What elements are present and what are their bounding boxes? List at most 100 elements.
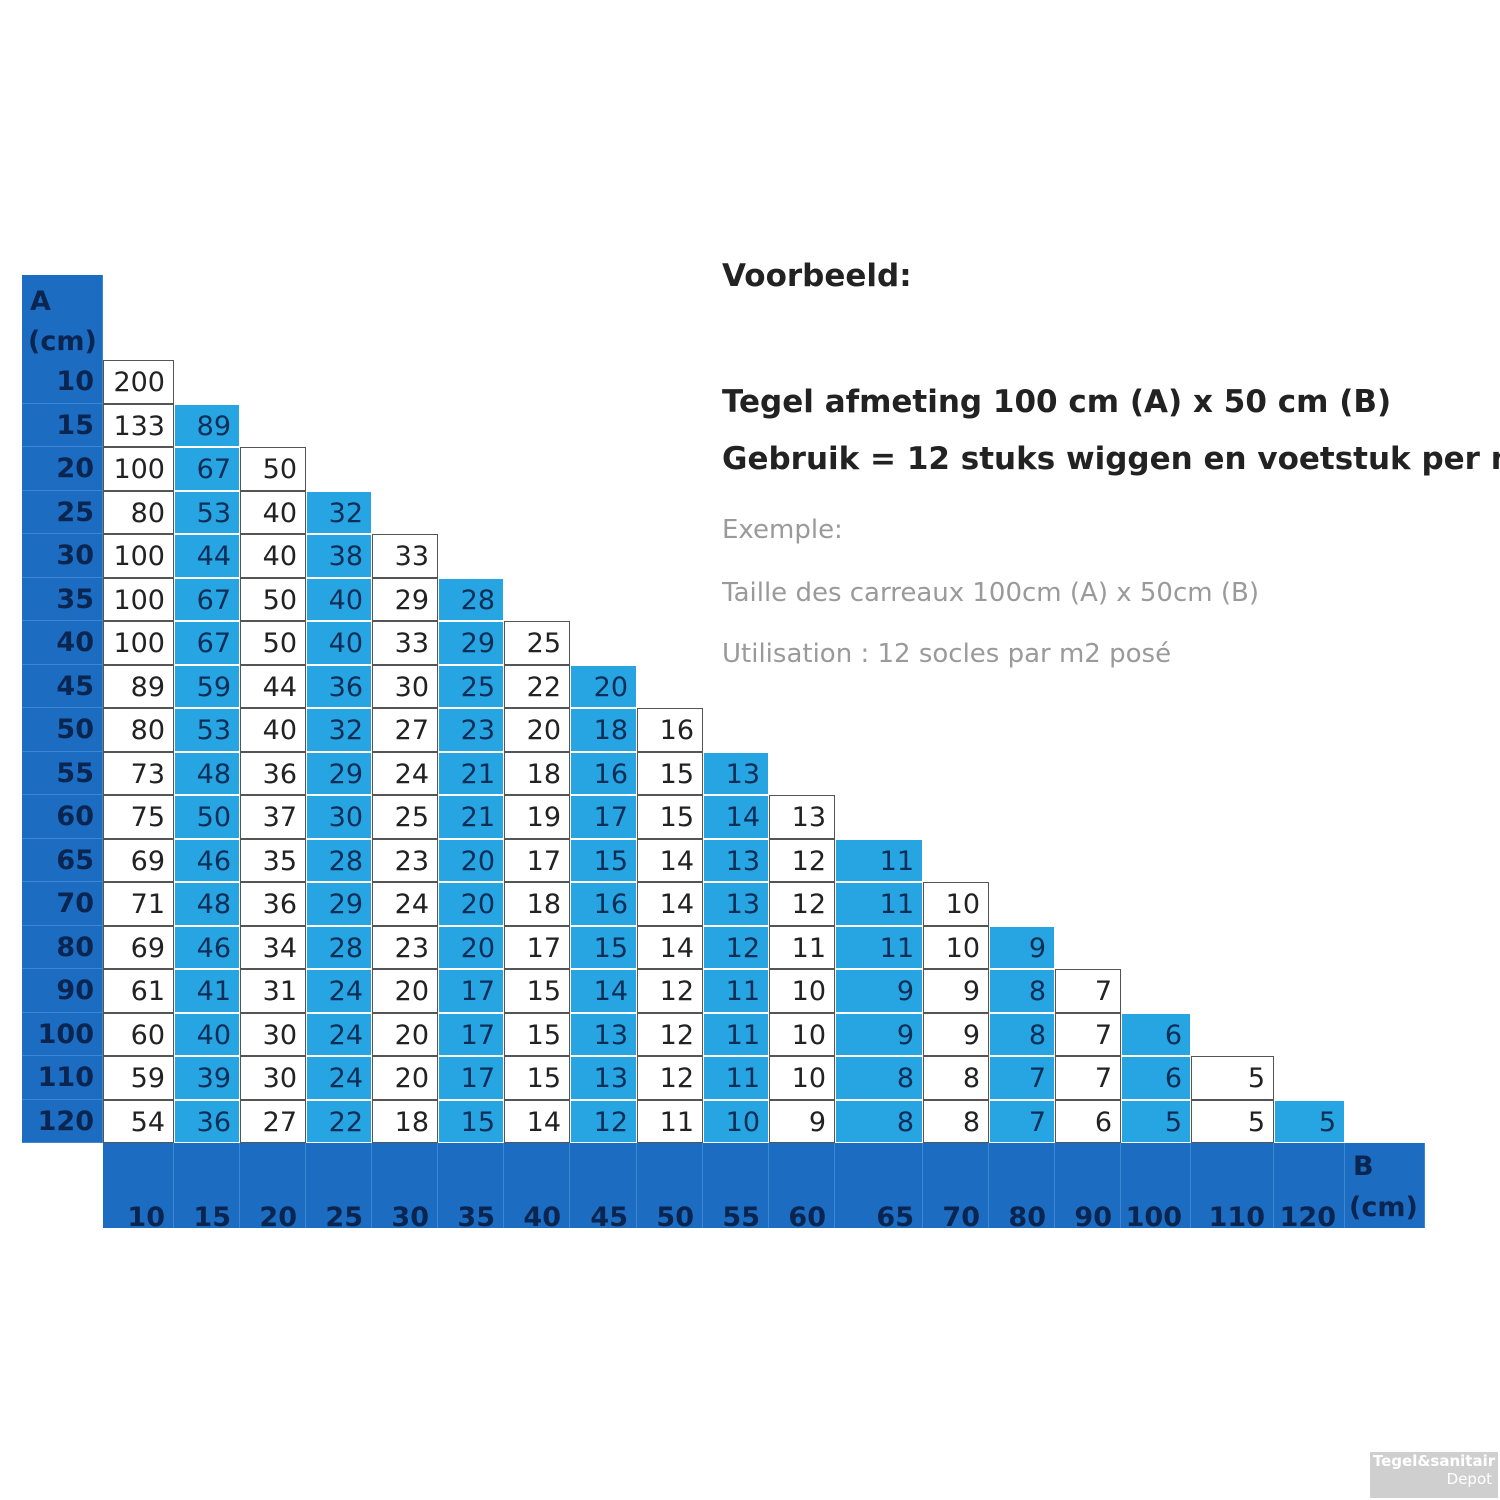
- column-header: 90: [1055, 1143, 1121, 1233]
- table-cell: 13: [570, 1012, 637, 1056]
- table-cell: 100: [103, 447, 174, 491]
- table-cell: 11: [769, 925, 835, 969]
- table-cell: 6: [1121, 1056, 1191, 1100]
- table-cell: 11: [637, 1099, 703, 1143]
- table-cell: 17: [438, 1056, 504, 1100]
- table-cell: 20: [438, 838, 504, 882]
- table-cell: 30: [372, 664, 438, 708]
- row-header: 55: [22, 751, 103, 795]
- table-cell: 28: [306, 838, 372, 882]
- column-header: 35: [438, 1143, 504, 1233]
- table-cell: 9: [835, 969, 923, 1013]
- table-cell: 13: [570, 1056, 637, 1100]
- table-cell: 41: [174, 969, 240, 1013]
- table-cell: 17: [504, 838, 570, 882]
- table-cell: 30: [306, 795, 372, 839]
- row-header: 80: [22, 925, 103, 969]
- row-header: 30: [22, 534, 103, 578]
- table-cell: 11: [703, 969, 769, 1013]
- table-cell: 36: [174, 1099, 240, 1143]
- table-cell: 46: [174, 838, 240, 882]
- table-cell: 18: [504, 751, 570, 795]
- table-cell: 20: [504, 708, 570, 752]
- table-cell: 5: [1121, 1099, 1191, 1143]
- table-cell: 24: [306, 1056, 372, 1100]
- table-cell: 12: [703, 925, 769, 969]
- table-cell: 36: [306, 664, 372, 708]
- table-cell: 54: [103, 1099, 174, 1143]
- table-cell: 18: [372, 1099, 438, 1143]
- table-cell: 53: [174, 708, 240, 752]
- row-header: 120: [22, 1099, 103, 1143]
- table-cell: 69: [103, 838, 174, 882]
- table-cell: 24: [372, 882, 438, 926]
- table-cell: 19: [504, 795, 570, 839]
- fr-line: Taille des carreaux 100cm (A) x 50cm (B): [722, 578, 1259, 608]
- table-cell: 9: [769, 1099, 835, 1143]
- table-cell: 32: [306, 708, 372, 752]
- example-heading: Voorbeeld:: [722, 258, 912, 294]
- table-cell: 36: [240, 882, 306, 926]
- table-cell: 22: [306, 1099, 372, 1143]
- table-cell: 27: [240, 1099, 306, 1143]
- table-cell: 50: [240, 577, 306, 621]
- column-header: 50: [637, 1143, 703, 1233]
- table-cell: 14: [637, 838, 703, 882]
- table-cell: 13: [703, 751, 769, 795]
- table-cell: 15: [504, 969, 570, 1013]
- row-axis-header: [22, 275, 103, 360]
- row-header: 60: [22, 795, 103, 839]
- table-cell: 40: [306, 577, 372, 621]
- table-cell: 36: [240, 751, 306, 795]
- table-cell: 14: [570, 969, 637, 1013]
- table-cell: 80: [103, 708, 174, 752]
- table-cell: 28: [438, 577, 504, 621]
- row-header: 100: [22, 1012, 103, 1056]
- row-header: 110: [22, 1056, 103, 1100]
- table-cell: 40: [240, 708, 306, 752]
- table-cell: 133: [103, 403, 174, 447]
- table-cell: 18: [504, 882, 570, 926]
- table-cell: 29: [306, 751, 372, 795]
- table-cell: 16: [570, 751, 637, 795]
- table-cell: 15: [570, 925, 637, 969]
- column-header: 110: [1191, 1143, 1274, 1233]
- table-cell: 27: [372, 708, 438, 752]
- table-cell: 17: [504, 925, 570, 969]
- table-cell: 29: [372, 577, 438, 621]
- column-header: 60: [769, 1143, 835, 1233]
- row-axis-name: A: [30, 286, 51, 317]
- table-cell: 12: [637, 1056, 703, 1100]
- column-axis-name: B: [1353, 1151, 1374, 1182]
- table-cell: 12: [637, 1012, 703, 1056]
- table-cell: 37: [240, 795, 306, 839]
- table-cell: 50: [240, 621, 306, 665]
- table-cell: 22: [504, 664, 570, 708]
- table-cell: 100: [103, 534, 174, 578]
- table-cell: 8: [989, 1012, 1055, 1056]
- column-header: 120: [1274, 1143, 1345, 1233]
- table-cell: 15: [637, 751, 703, 795]
- table-cell: 18: [570, 708, 637, 752]
- table-cell: 73: [103, 751, 174, 795]
- table-cell: 10: [703, 1099, 769, 1143]
- table-cell: 20: [372, 1012, 438, 1056]
- column-header: 65: [835, 1143, 923, 1233]
- table-cell: 75: [103, 795, 174, 839]
- table-cell: 67: [174, 577, 240, 621]
- table-cell: 14: [703, 795, 769, 839]
- table-cell: 100: [103, 621, 174, 665]
- table-cell: 12: [769, 838, 835, 882]
- table-cell: 44: [240, 664, 306, 708]
- table-cell: 15: [637, 795, 703, 839]
- table-cell: 38: [306, 534, 372, 578]
- table-cell: 10: [923, 925, 989, 969]
- table-cell: 13: [703, 882, 769, 926]
- row-header: 40: [22, 621, 103, 665]
- table-cell: 40: [306, 621, 372, 665]
- table-cell: 61: [103, 969, 174, 1013]
- row-header: 70: [22, 882, 103, 926]
- table-cell: 7: [989, 1056, 1055, 1100]
- table-cell: 12: [570, 1099, 637, 1143]
